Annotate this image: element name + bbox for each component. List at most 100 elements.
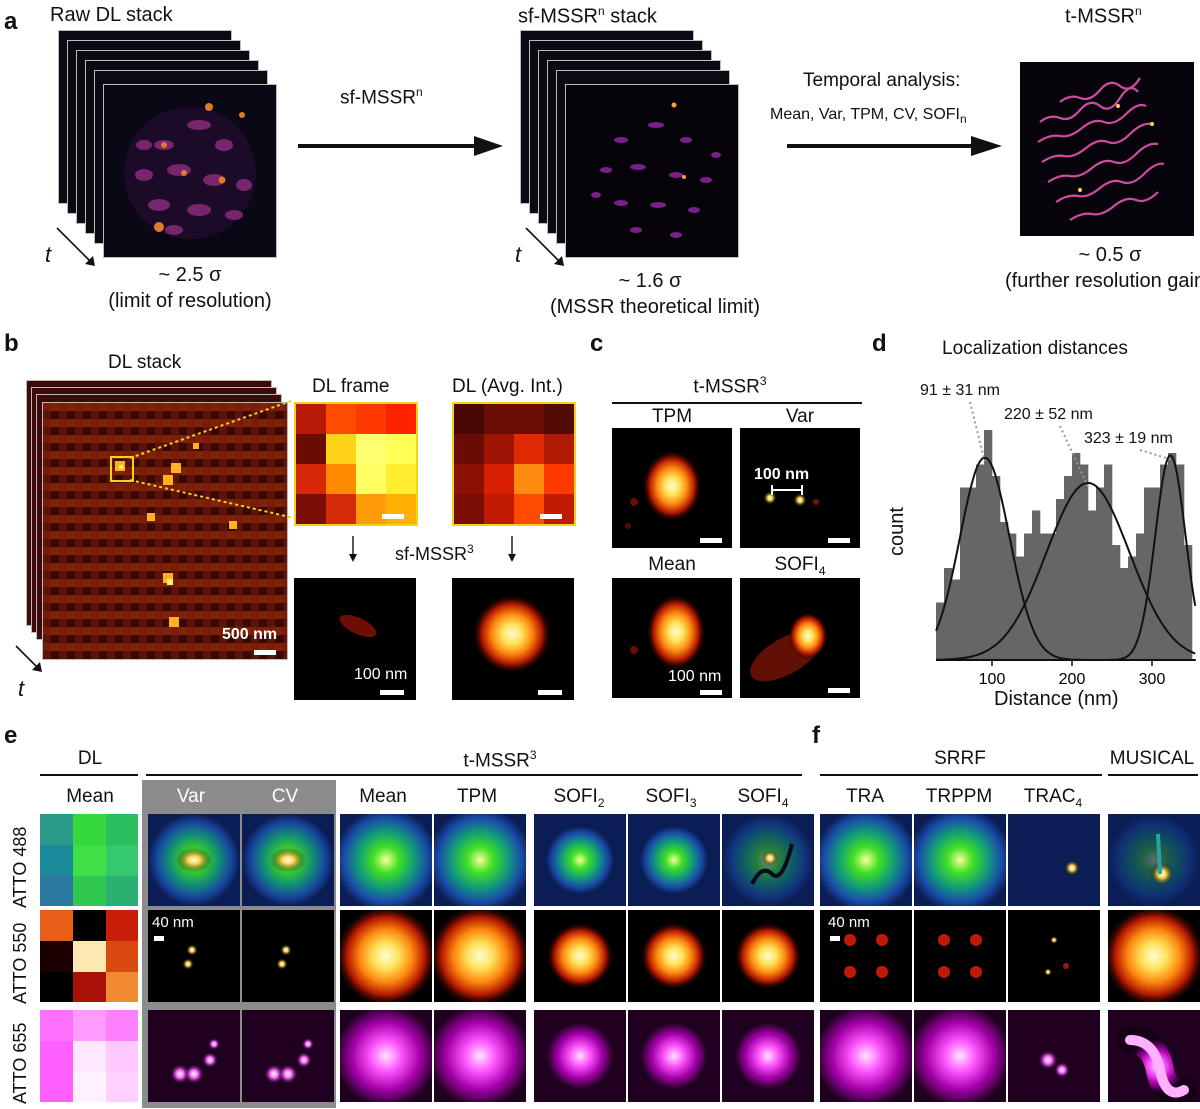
tile-trac4-row2 [1008, 910, 1100, 1002]
tile-tpm-row2 [434, 910, 526, 1002]
e-col-mean: Mean [359, 786, 407, 807]
hist-bar [1104, 464, 1113, 660]
f-srrf-rule [820, 774, 1102, 776]
hist-bar [1080, 464, 1089, 660]
e-dl-col: Mean [66, 786, 114, 807]
hist-bar [944, 568, 953, 660]
localization-histogram: 100 200 300 [935, 401, 1197, 688]
c-tile-sofi4 [740, 578, 860, 698]
dl-stack-time-axis: t [18, 676, 25, 701]
dl-stack-title: DL stack [108, 352, 182, 373]
hist-bar [1112, 545, 1121, 660]
tile-musical-row3 [1108, 1010, 1200, 1102]
tile-musical-row2 [1108, 910, 1200, 1002]
f-musical-header: MUSICAL [1109, 748, 1195, 769]
raw-dl-image [104, 85, 276, 257]
d-annot-3: 323 ± 19 nm [1084, 430, 1173, 447]
e-row-atto488: ATTO 488 [10, 826, 30, 908]
hist-bar [960, 487, 969, 660]
tile-cv-row2 [242, 910, 334, 1002]
c-var-scale-label: 100 nm [754, 466, 810, 483]
tile-cv-row3 [242, 1010, 334, 1102]
c-tile-tpm-label: TPM [651, 406, 693, 427]
hist-bar [1096, 487, 1105, 660]
tile-sofi2-row3 [534, 1010, 626, 1102]
x-tick-label: 200 [1059, 671, 1086, 688]
hist-bar [1176, 464, 1185, 660]
gauss-fit-2 [935, 481, 1196, 661]
hist-bar [952, 579, 961, 660]
hist-bar [936, 602, 945, 660]
x-tick-label: 100 [979, 671, 1006, 688]
f-col-trac4: TRAC4 [1023, 786, 1083, 810]
sf-sigma: ~ 1.6 σ [618, 270, 682, 292]
c-tile-var: 100 nm [740, 428, 860, 548]
hist-bar [1008, 533, 1017, 660]
hist-bar [1072, 453, 1081, 660]
tile-tpm-row3 [434, 1010, 526, 1102]
t-note: (further resolution gain) [1005, 270, 1200, 292]
panel-c-rule [612, 402, 862, 404]
raw-note: (limit of resolution) [108, 290, 272, 312]
f-scalebar-40-bar [830, 936, 840, 941]
dl-avg-title: DL (Avg. Int.) [452, 376, 563, 397]
hist-bar [1064, 476, 1073, 660]
tile-trac4-row1 [1008, 814, 1100, 906]
dl-avg-image [452, 402, 576, 526]
panel-a-letter: a [4, 8, 18, 35]
tile-dl-mean-row1 [40, 814, 138, 906]
panel-c-title: t-MSSR3 [693, 374, 767, 398]
sf-mssr-image [566, 85, 738, 257]
raw-time-arrow [56, 227, 95, 266]
annotation-leader-3 [1139, 449, 1171, 461]
sf-time-arrow [525, 227, 564, 266]
e-col-sofi3: SOFI3 [645, 786, 697, 810]
hist-bar [1160, 464, 1169, 660]
c-tile-mean-label: Mean [648, 554, 696, 575]
tile-tpm-row1 [434, 814, 526, 906]
hist-bar [976, 464, 985, 660]
hist-bar [1040, 533, 1049, 660]
raw-time-axis: t [45, 242, 52, 267]
hist-bar [1128, 556, 1137, 660]
raw-sigma: ~ 2.5 σ [158, 264, 222, 286]
f-col-tra: TRA [846, 786, 884, 807]
tile-cv-row1 [242, 814, 334, 906]
tile-musical-row1 [1108, 814, 1200, 906]
down-arrow-avg [508, 536, 516, 562]
c-tile-var-label: Var [785, 406, 815, 427]
e-dl-rule [40, 774, 138, 776]
f-musical-rule [1108, 774, 1198, 776]
hist-bar [1152, 487, 1161, 660]
panel-d-title: Localization distances [942, 338, 1128, 359]
x-tick-label: 300 [1139, 671, 1166, 688]
t-sigma: ~ 0.5 σ [1078, 244, 1142, 266]
arrow-temporal [787, 136, 1002, 156]
roi-zoom-lines [130, 399, 295, 519]
hist-bar [1184, 545, 1193, 660]
c-mean-scale-label: 100 nm [668, 668, 722, 685]
hist-bar [968, 487, 977, 660]
hist-bar [1168, 453, 1177, 660]
tile-trppm-row2 [914, 910, 1006, 1002]
temporal-line2: Mean, Var, TPM, CV, SOFIn [770, 106, 967, 127]
scalebar-500-label: 500 nm [222, 626, 278, 643]
e-dl-header: DL [77, 748, 103, 769]
hist-bar [1016, 556, 1025, 660]
annotation-leader-1 [969, 401, 986, 462]
tile-sofi3-row2 [628, 910, 720, 1002]
hist-bar [1136, 533, 1145, 660]
hist-bar [1144, 487, 1153, 660]
sf-mssr3-label: sf-MSSR3 [395, 542, 474, 564]
raw-stack-title: Raw DL stack [50, 4, 173, 26]
t-mssr-title: t-MSSRn [1065, 4, 1142, 28]
e-scalebar-40: 40 nm [152, 914, 194, 931]
roi-box [110, 456, 134, 482]
tile-tra-row3 [820, 1010, 912, 1102]
hist-bar [1000, 522, 1009, 660]
e-row-atto655: ATTO 655 [10, 1022, 30, 1104]
tile-dl-mean-row2 [40, 910, 138, 1002]
e-col-cv: CV [271, 786, 299, 807]
tile-sofi4-row3 [722, 1010, 814, 1102]
f-srrf-header: SRRF [934, 748, 986, 769]
